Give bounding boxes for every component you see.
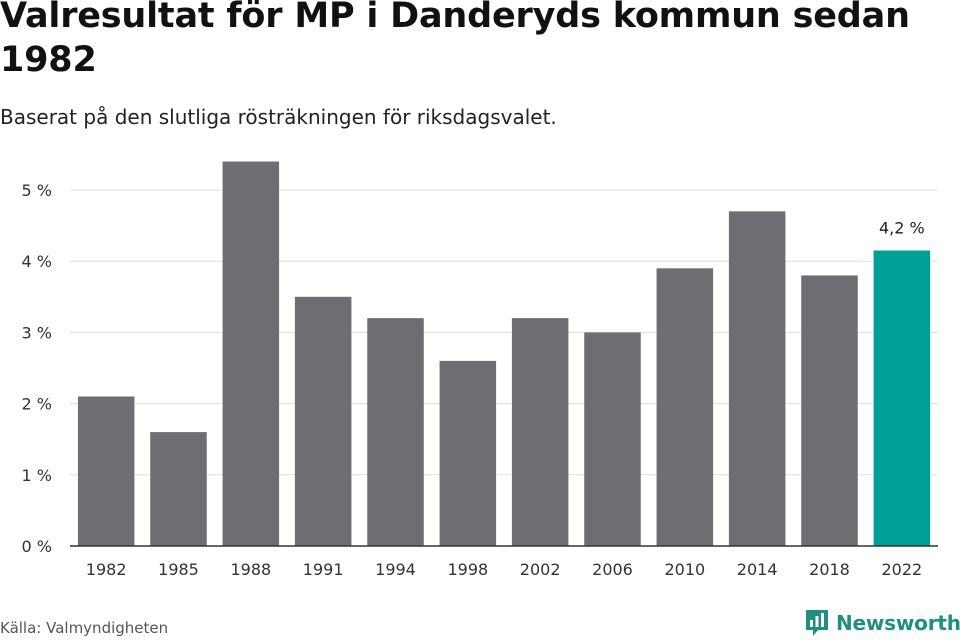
chart-subtitle: Baserat på den slutliga rösträkningen fö… [0,105,557,129]
brand-name: Newsworthy [836,611,960,635]
x-tick-label: 1985 [158,560,199,579]
bar-chart-logo-icon [806,610,828,636]
x-tick-label: 1998 [447,560,488,579]
x-tick-label: 2018 [809,560,850,579]
x-tick-label: 1994 [375,560,416,579]
x-tick-label: 1982 [86,560,127,579]
x-tick-label: 2002 [520,560,561,579]
bar-2010 [656,268,714,546]
x-tick-label: 2022 [881,560,922,579]
bar-chart: 0 % 1 % 2 % 3 % 4 % 5 % 1982 1985 1988 1991 1994 19… [22,161,938,579]
y-tick-label: 2 % [22,395,52,414]
chart-title: Valresultat för MP i Danderyds kommun se… [0,0,910,80]
bar-1988 [222,161,280,546]
bar-1998 [439,360,497,546]
bar-2006 [584,332,641,546]
x-tick-label: 1988 [230,560,271,579]
bar-2002 [511,318,569,546]
bar-1994 [367,318,424,546]
y-tick-label: 3 % [22,323,52,342]
bar-1991 [294,296,352,546]
bar-2022 [873,250,931,546]
bar-2018 [801,275,858,546]
y-tick-label: 4 % [22,252,52,271]
y-tick-label: 0 % [22,537,52,556]
data-label-2022: 4,2 % [879,219,925,238]
x-tick-label: 1991 [303,560,344,579]
y-tick-label: 5 % [22,181,52,200]
y-tick-label: 1 % [22,466,52,485]
bar-1982 [77,396,135,546]
x-tick-label: 2006 [592,560,633,579]
x-tick-label: 2014 [737,560,778,579]
brand-logo: Newsworthy [804,608,960,638]
source-note: Källa: Valmyndigheten [0,619,169,637]
bar-2014 [728,211,786,547]
bar-1985 [150,432,207,546]
x-tick-label: 2010 [664,560,705,579]
